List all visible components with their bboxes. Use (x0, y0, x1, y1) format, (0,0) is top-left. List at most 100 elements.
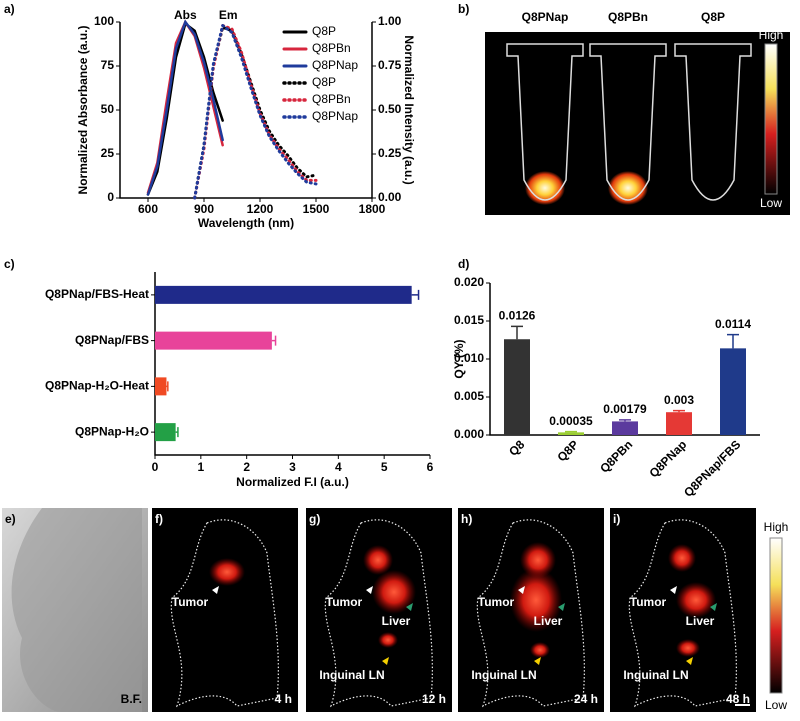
fluorescence (608, 171, 648, 205)
tag: Liver (686, 614, 715, 628)
legend-label: Q8PNap (312, 58, 358, 72)
y-axis-label: Normalized Absorbance (a.u.) (76, 26, 90, 195)
line (146, 19, 224, 196)
arrow (406, 603, 413, 611)
fluorescence (378, 632, 398, 648)
caption: B.F. (121, 692, 142, 706)
x-axis-label: Wavelength (nm) (198, 216, 294, 230)
x-tick-label: Q8 (506, 437, 527, 458)
error-bar (727, 333, 739, 349)
panel-label: h) (461, 512, 472, 526)
bar (504, 339, 530, 435)
x-tick-label: Q8PNap/FBS (681, 437, 743, 499)
value-label: 0.0114 (715, 317, 751, 331)
y2-axis-label: Normalized Intensity (a.u.) (402, 35, 416, 184)
y-tick-label: Q8PNap/FBS (75, 333, 149, 347)
bar (155, 377, 167, 396)
value-label: 0.003 (664, 393, 694, 407)
error-bar (673, 409, 685, 413)
x-tick-label: 2 (243, 460, 250, 474)
x-tick-label: Q8P (554, 437, 581, 464)
tag: Liver (382, 614, 411, 628)
panel-label: f) (155, 512, 163, 526)
arrow (670, 586, 677, 594)
y-tick-label: 0.010 (454, 351, 484, 365)
time-label: 48 h (726, 692, 750, 706)
tag: Inguinal LN (319, 668, 384, 682)
tube (506, 43, 584, 201)
bar (612, 421, 638, 435)
mouse-outline (324, 519, 433, 708)
bar (558, 432, 584, 435)
y-tick-label: 0 (107, 190, 114, 204)
x-tick-label: 5 (381, 460, 388, 474)
colorbar (769, 537, 783, 694)
time-label: 4 h (275, 692, 292, 706)
panel-label: e) (5, 512, 16, 526)
x-axis-label: Normalized F.I (a.u.) (236, 475, 349, 489)
bar (666, 412, 692, 435)
y-tick-label: 0.000 (454, 427, 484, 441)
panel-label: a) (4, 2, 15, 16)
fluorescence (372, 570, 416, 614)
legend-label: Q8PBn (312, 92, 351, 106)
mouse-outline (170, 519, 279, 708)
x-tick-label: 3 (289, 460, 296, 474)
error-bar (166, 381, 169, 392)
y-tick-label: 0.020 (454, 275, 484, 289)
fluorescence (510, 568, 562, 632)
fluorescence-image (306, 508, 452, 712)
fluorescence (363, 545, 393, 575)
annotation: Em (219, 8, 238, 22)
tag: Tumor (172, 595, 209, 609)
x-tick-label: 4 (335, 460, 342, 474)
value-label: 0.0126 (499, 308, 536, 322)
mouse-outline (628, 519, 737, 708)
y-tick-label: 25 (101, 146, 115, 160)
fluorescence (676, 639, 700, 657)
fluorescence (668, 544, 696, 572)
time-label: 12 h (422, 692, 446, 706)
y-tick-label: 0.015 (454, 313, 484, 327)
y-tick-label: Q8PNap-H₂O-Heat (45, 379, 149, 393)
x-tick-label: Q8PBn (597, 437, 635, 475)
y-axis-label: QY (%) (452, 339, 466, 378)
value-label: 0.00179 (603, 402, 647, 416)
colorbar (764, 43, 778, 195)
line (193, 23, 318, 200)
colorbar-high: High (759, 28, 784, 42)
y-tick-label: 75 (101, 58, 115, 72)
mouse-outline (476, 519, 585, 708)
y2-tick-label: 0.00 (378, 190, 402, 204)
value-label: 0.00035 (549, 414, 593, 428)
arrow (212, 586, 219, 594)
colorbar-low: Low (765, 698, 787, 712)
legend-label: Q8P (312, 24, 336, 38)
error-bar (511, 325, 523, 340)
y2-tick-label: 0.25 (378, 146, 402, 160)
arrow (382, 657, 389, 665)
y2-tick-label: 1.00 (378, 14, 402, 28)
bar (155, 285, 412, 304)
y-tick-label: 0.005 (454, 389, 484, 403)
legend-label: Q8PBn (312, 41, 351, 55)
tag: Tumor (630, 595, 667, 609)
bar (155, 423, 176, 442)
y-tick-label: Q8PNap-H₂O (75, 424, 149, 438)
bar (720, 348, 746, 435)
annotation: Abs (174, 8, 197, 22)
x-tick-label: 6 (427, 460, 434, 474)
arrow (518, 586, 525, 594)
x-tick-label: 1500 (303, 202, 330, 216)
panel-label: i) (613, 512, 620, 526)
bar (155, 331, 272, 350)
x-tick-label: 1 (197, 460, 204, 474)
arrow (686, 657, 693, 665)
arrow (558, 603, 565, 611)
legend-label: Q8PNap (312, 109, 358, 123)
tag: Inguinal LN (471, 668, 536, 682)
panel-label: c) (4, 257, 15, 271)
x-tick-label: 1200 (247, 202, 274, 216)
y-tick-label: 100 (94, 14, 114, 28)
